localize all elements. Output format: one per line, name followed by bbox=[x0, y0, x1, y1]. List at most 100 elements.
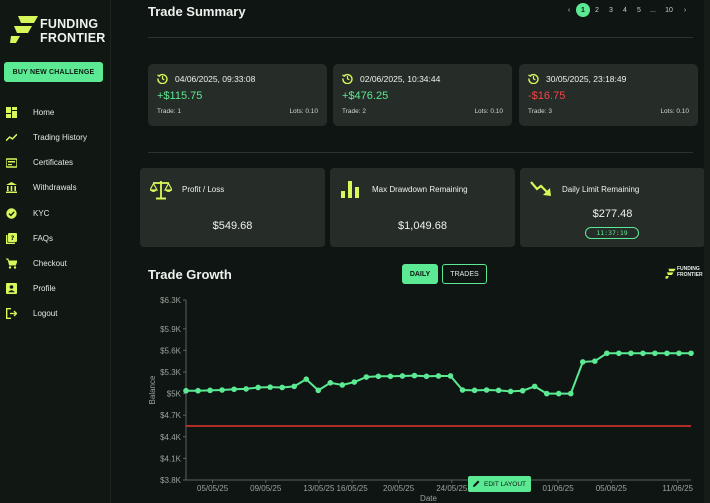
balance-point bbox=[519, 387, 526, 394]
balance-point bbox=[652, 350, 658, 357]
edit-layout-button[interactable]: EDIT LAYOUT bbox=[468, 476, 531, 492]
trade-number: Trade: 3 bbox=[528, 108, 552, 115]
profile-icon bbox=[6, 282, 17, 294]
trade-card[interactable]: 30/05/2025, 23:18:49 -$16.75 Trade: 3 Lo… bbox=[519, 64, 698, 126]
trade-growth-chart[interactable]: $3.8K $4.1K $4.4K $4.7K $5K $5.3K $5.6K $5.9K $6… bbox=[111, 290, 710, 503]
trade-amount: +$115.75 bbox=[157, 90, 203, 102]
page-1-button[interactable]: 1 bbox=[576, 3, 590, 17]
trade-growth-title: Trade Growth bbox=[148, 267, 232, 282]
trade-lots: Lots: 0.10 bbox=[660, 108, 689, 115]
balance-point bbox=[495, 387, 502, 394]
y-tick-label: $4.7K bbox=[160, 411, 182, 420]
stat-title: Max Drawdown Remaining bbox=[372, 185, 468, 194]
stat-title: Daily Limit Remaining bbox=[562, 185, 640, 194]
chart-brand-logo: FUNDING FRONTIER bbox=[665, 266, 703, 284]
balance-point bbox=[219, 387, 225, 393]
sidebar-item-profile[interactable]: Profile bbox=[6, 280, 56, 296]
sidebar-item-label: FAQs bbox=[33, 233, 54, 243]
x-tick-label: 24/05/25 bbox=[436, 484, 468, 493]
pencil-icon bbox=[472, 480, 480, 489]
sidebar-item-checkout[interactable]: Checkout bbox=[6, 255, 67, 271]
balance-point bbox=[664, 350, 670, 357]
x-axis-label: Date bbox=[420, 494, 437, 503]
sidebar-item-home[interactable]: Home bbox=[6, 104, 54, 120]
trade-amount: -$16.75 bbox=[528, 90, 566, 102]
balance-point bbox=[447, 373, 454, 379]
page-2-button[interactable]: 2 bbox=[595, 6, 599, 14]
x-tick-label: 13/05/25 bbox=[303, 484, 335, 493]
brand-line-1: FUNDING bbox=[40, 17, 99, 31]
tab-trades[interactable]: TRADES bbox=[442, 264, 487, 284]
trade-card[interactable]: 02/06/2025, 10:34:44 +$476.25 Trade: 2 L… bbox=[333, 64, 512, 126]
balance-point bbox=[423, 373, 430, 380]
trend-down-icon bbox=[530, 180, 552, 203]
balance-point bbox=[327, 380, 334, 386]
balance-point bbox=[387, 373, 394, 380]
balance-point bbox=[363, 374, 370, 380]
bar-chart-icon bbox=[340, 180, 360, 204]
balance-point bbox=[375, 373, 382, 380]
trade-datetime: 04/06/2025, 09:33:08 bbox=[175, 73, 256, 84]
verified-badge-icon bbox=[6, 207, 17, 219]
balance-point bbox=[471, 387, 478, 394]
sidebar-item-label: KYC bbox=[33, 208, 50, 218]
balance-point bbox=[459, 387, 466, 393]
x-tick-label: 16/05/25 bbox=[337, 484, 369, 493]
balance-point bbox=[592, 358, 598, 364]
page-4-button[interactable]: 4 bbox=[623, 6, 627, 14]
trade-number: Trade: 1 bbox=[157, 108, 181, 115]
sidebar-item-trading-history[interactable]: Trading History bbox=[6, 129, 87, 145]
x-tick-label: 09/05/25 bbox=[250, 484, 282, 493]
chart-brand-name: FUNDING FRONTIER bbox=[677, 266, 703, 278]
stat-value: $1,049.68 bbox=[398, 220, 447, 232]
trade-card[interactable]: 04/06/2025, 09:33:08 +$115.75 Trade: 1 L… bbox=[148, 64, 327, 126]
x-tick-label: 01/06/25 bbox=[543, 484, 575, 493]
brand-logo[interactable]: FUNDING FRONTIER bbox=[10, 14, 105, 46]
sidebar-item-faqs[interactable]: ? FAQs bbox=[6, 230, 53, 246]
pagination-next-button[interactable]: › bbox=[683, 6, 687, 14]
tab-daily[interactable]: DAILY bbox=[402, 264, 438, 284]
y-tick-label: $4.4K bbox=[160, 433, 182, 442]
sidebar-item-kyc[interactable]: KYC bbox=[6, 205, 49, 221]
balance-point bbox=[351, 379, 358, 385]
sidebar-item-withdrawals[interactable]: Withdrawals bbox=[6, 179, 77, 195]
page-5-button[interactable]: 5 bbox=[637, 6, 641, 14]
sidebar: FUNDING FRONTIER BUY NEW CHALLENGE Home … bbox=[0, 0, 111, 503]
balance-point bbox=[303, 376, 310, 382]
brand-name: FUNDING FRONTIER bbox=[40, 17, 106, 45]
page-3-button[interactable]: 3 bbox=[609, 6, 613, 14]
trade-number: Trade: 2 bbox=[342, 108, 366, 115]
y-tick-label: $4.1K bbox=[160, 454, 182, 463]
bank-icon bbox=[6, 181, 17, 193]
x-tick-label: 05/05/25 bbox=[197, 484, 229, 493]
sidebar-item-label: Logout bbox=[33, 308, 58, 318]
balance-point bbox=[483, 387, 490, 393]
balance-point bbox=[555, 390, 562, 397]
sidebar-item-label: Profile bbox=[33, 283, 56, 293]
trade-datetime: 02/06/2025, 10:34:44 bbox=[360, 73, 441, 84]
scrollbar[interactable] bbox=[704, 0, 710, 503]
x-tick-label: 20/05/25 bbox=[383, 484, 415, 493]
balance-point bbox=[567, 390, 574, 397]
edit-layout-label: EDIT LAYOUT bbox=[483, 480, 527, 488]
balance-point bbox=[231, 386, 237, 393]
balance-point bbox=[279, 384, 285, 391]
y-tick-label: $5.3K bbox=[160, 368, 182, 377]
funding-frontier-logo-icon bbox=[10, 16, 38, 43]
sidebar-item-label: Certificates bbox=[33, 157, 74, 167]
x-tick-label: 11/06/25 bbox=[662, 484, 693, 493]
pagination-prev-button[interactable]: ‹ bbox=[567, 6, 571, 14]
trade-lots: Lots: 0.10 bbox=[474, 108, 503, 115]
sidebar-item-logout[interactable]: Logout bbox=[6, 305, 57, 321]
sidebar-item-label: Trading History bbox=[33, 132, 87, 142]
balance-point bbox=[507, 388, 514, 395]
sidebar-item-certificates[interactable]: Certificates bbox=[6, 154, 73, 170]
history-clock-icon bbox=[157, 73, 168, 84]
balance-point bbox=[291, 383, 298, 390]
divider bbox=[148, 37, 693, 38]
y-tick-label: $6.3K bbox=[160, 296, 182, 305]
stat-value: $277.48 bbox=[592, 208, 633, 220]
page-10-button[interactable]: 10 bbox=[665, 6, 673, 14]
buy-new-challenge-button[interactable]: BUY NEW CHALLENGE bbox=[4, 62, 103, 82]
logout-icon bbox=[6, 307, 17, 319]
